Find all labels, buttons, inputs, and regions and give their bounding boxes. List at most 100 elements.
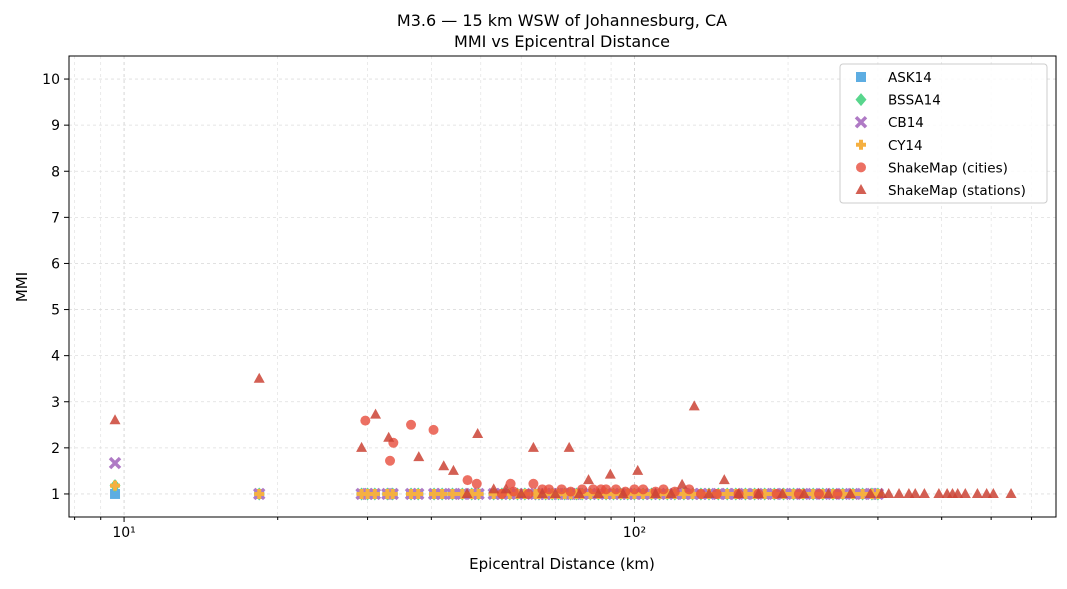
y-tick-label: 4 — [51, 349, 60, 365]
point-shakemap-stations — [370, 408, 382, 419]
y-tick-label: 2 — [51, 441, 60, 457]
x-tick-label: 10² — [623, 525, 646, 541]
point-shakemap-stations — [536, 487, 548, 498]
point-shakemap-cities — [601, 484, 612, 495]
legend-marker-plus — [856, 139, 866, 150]
legend-box — [839, 63, 1048, 204]
y-tick-label: 9 — [51, 118, 60, 134]
point-shakemap-stations — [703, 487, 715, 498]
point-shakemap-stations — [718, 474, 730, 485]
point-cy14 — [369, 488, 380, 499]
point-shakemap-cities — [360, 415, 371, 426]
point-shakemap-stations — [488, 483, 500, 494]
point-shakemap-stations — [987, 487, 999, 498]
point-shakemap-stations — [573, 487, 585, 498]
legend-marker-square — [856, 72, 866, 82]
point-shakemap-cities — [406, 419, 417, 430]
point-shakemap-stations — [883, 487, 895, 498]
point-shakemap-cities — [658, 484, 669, 495]
point-shakemap-stations — [438, 460, 450, 471]
point-shakemap-stations — [933, 487, 945, 498]
point-cb14 — [108, 456, 122, 470]
point-shakemap-cities — [471, 478, 482, 489]
y-tick-label: 10 — [42, 72, 60, 88]
point-shakemap-stations — [356, 441, 368, 452]
point-shakemap-stations — [447, 464, 459, 475]
point-shakemap-cities — [588, 484, 599, 495]
point-shakemap-stations — [776, 487, 788, 498]
point-shakemap-stations — [876, 487, 888, 498]
point-shakemap-cities — [629, 484, 640, 495]
point-shakemap-stations — [413, 451, 425, 462]
legend-marker-diamond — [855, 93, 867, 107]
point-shakemap-stations — [632, 464, 644, 475]
point-shakemap-stations — [527, 441, 539, 452]
y-axis-label: MMI — [13, 272, 31, 302]
x-tick-label: 10¹ — [112, 525, 135, 541]
point-shakemap-cities — [684, 484, 695, 495]
point-cy14 — [254, 488, 265, 499]
point-shakemap-stations — [617, 487, 629, 498]
point-shakemap-cities — [814, 488, 825, 499]
point-shakemap-stations — [864, 487, 876, 498]
legend-label: ShakeMap (cities) — [888, 160, 1008, 176]
point-shakemap-cities — [711, 488, 722, 499]
point-shakemap-stations — [461, 487, 473, 498]
point-shakemap-cities — [832, 488, 843, 499]
y-tick-label: 7 — [51, 210, 60, 226]
point-shakemap-cities — [610, 484, 621, 495]
legend-label: CB14 — [888, 115, 924, 131]
point-shakemap-cities — [523, 488, 534, 499]
point-shakemap-cities — [508, 486, 519, 497]
legend-label: ShakeMap (stations) — [888, 183, 1026, 199]
point-shakemap-stations — [650, 487, 662, 498]
series-shakemap-stations — [109, 372, 1017, 498]
point-shakemap-stations — [383, 431, 395, 442]
point-shakemap-cities — [695, 488, 706, 499]
point-cy14 — [722, 488, 733, 499]
point-shakemap-cities — [428, 424, 439, 435]
point-shakemap-stations — [893, 487, 905, 498]
point-cy14 — [413, 488, 424, 499]
point-shakemap-stations — [752, 487, 764, 498]
point-shakemap-cities — [505, 478, 516, 489]
point-shakemap-stations — [583, 474, 595, 485]
point-shakemap-stations — [563, 441, 575, 452]
point-shakemap-stations — [472, 428, 484, 439]
legend-marker-circle — [856, 162, 866, 173]
point-shakemap-stations — [952, 487, 964, 498]
plot-frame — [68, 55, 1057, 518]
point-cy14 — [857, 488, 868, 499]
point-cy14 — [110, 480, 121, 491]
point-shakemap-stations — [592, 487, 604, 498]
series-shakemap-cities — [360, 415, 843, 499]
point-shakemap-stations — [665, 487, 677, 498]
point-shakemap-stations — [500, 483, 512, 494]
point-shakemap-stations — [604, 468, 616, 479]
point-cy14 — [387, 488, 398, 499]
point-shakemap-stations — [253, 372, 265, 383]
y-tick-label: 8 — [51, 164, 60, 180]
legend-label: CY14 — [888, 138, 923, 154]
point-cy14 — [437, 488, 448, 499]
point-cy14 — [473, 488, 484, 499]
point-shakemap-stations — [733, 487, 745, 498]
point-shakemap-stations — [971, 487, 983, 498]
point-shakemap-cities — [385, 455, 396, 466]
legend-marker-triangle — [855, 184, 867, 194]
point-cy14 — [447, 488, 458, 499]
point-ask14 — [110, 488, 121, 499]
point-shakemap-stations — [822, 487, 834, 498]
legend-label: BSSA14 — [888, 93, 941, 109]
point-shakemap-stations — [798, 487, 810, 498]
point-shakemap-stations — [909, 487, 921, 498]
point-shakemap-stations — [959, 487, 971, 498]
x-axis-label: Epicentral Distance (km) — [469, 555, 655, 573]
legend-marker-x — [854, 115, 868, 129]
point-shakemap-stations — [676, 478, 688, 489]
point-shakemap-cities — [556, 484, 567, 495]
point-shakemap-stations — [844, 487, 856, 498]
point-shakemap-stations — [918, 487, 930, 498]
chart-title: M3.6 — 15 km WSW of Johannesburg, CA — [397, 11, 727, 30]
